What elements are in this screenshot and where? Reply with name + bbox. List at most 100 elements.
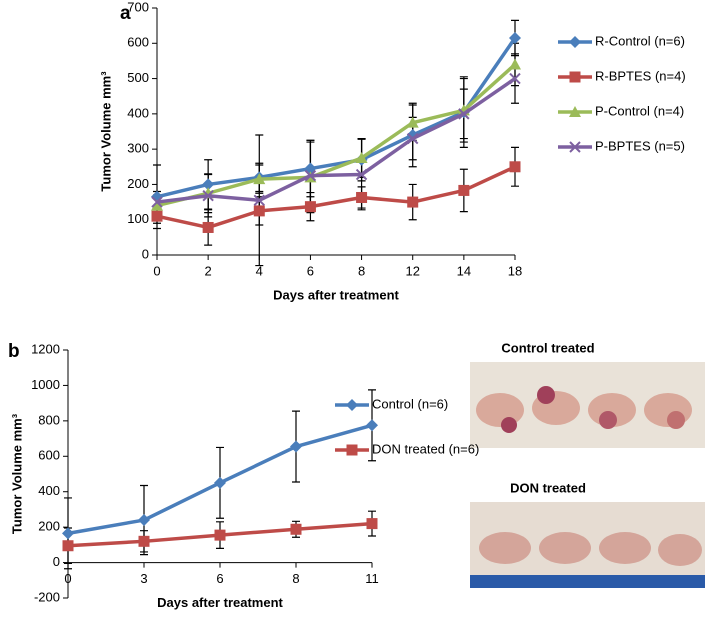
x-tick-label: 4	[256, 263, 263, 278]
marker	[569, 141, 581, 153]
marker	[202, 190, 214, 202]
marker	[253, 205, 265, 217]
legend-label: R-Control (n=6)	[595, 33, 685, 48]
marker	[253, 173, 266, 185]
x-axis-label: Days after treatment	[273, 287, 399, 302]
series-line	[156, 165, 516, 230]
mouse	[658, 534, 702, 566]
y-tick-label: 100	[127, 211, 149, 226]
legend-label: DON treated (n=6)	[372, 441, 479, 456]
marker	[569, 36, 581, 48]
mouse	[599, 532, 651, 564]
y-axis-label: Tumor Volume mm³	[9, 413, 24, 534]
marker	[366, 518, 378, 530]
marker	[458, 108, 470, 120]
marker	[366, 419, 378, 432]
y-tick-label: 0	[142, 246, 149, 261]
marker	[355, 168, 368, 181]
y-tick-label: 500	[127, 70, 149, 85]
y-tick-label: 700	[127, 0, 149, 14]
y-tick-label: 800	[38, 412, 60, 427]
marker	[214, 476, 226, 489]
x-tick-label: 6	[216, 571, 223, 586]
marker	[62, 540, 74, 552]
x-tick-label: 2	[205, 263, 212, 278]
x-tick-label: 6	[307, 263, 314, 278]
x-tick-label: 0	[64, 571, 71, 586]
marker	[346, 399, 358, 411]
x-tick-label: 8	[292, 571, 299, 586]
panel-label: a	[120, 3, 131, 24]
y-tick-label: 1200	[31, 341, 60, 356]
marker	[407, 132, 419, 145]
marker	[202, 221, 214, 233]
y-tick-label: 200	[127, 176, 149, 191]
marker	[569, 106, 581, 117]
legend-label: R-BPTES (n=4)	[595, 68, 686, 83]
y-tick-label: 300	[127, 141, 149, 156]
series-line	[156, 63, 517, 208]
marker	[202, 178, 215, 191]
photo-control: Control treated	[470, 340, 705, 448]
y-tick-label: 600	[127, 35, 149, 50]
mouse	[539, 532, 591, 564]
y-tick-label: 1000	[31, 377, 60, 392]
x-tick-label: 8	[358, 263, 365, 278]
marker	[569, 71, 581, 83]
marker	[304, 201, 316, 213]
mouse	[476, 393, 524, 427]
x-tick-label: 12	[405, 263, 419, 278]
chart: a 0 100 200 300 400 500 600 700 0 2 4 6 8 12 14 18 Days a…	[98, 0, 685, 302]
photo-don: DON treated	[470, 480, 705, 588]
marker	[356, 191, 368, 203]
tumor	[537, 386, 555, 404]
marker	[253, 194, 265, 207]
marker	[406, 116, 419, 128]
marker	[138, 514, 150, 527]
x-tick-label: 0	[153, 263, 160, 278]
marker	[509, 31, 521, 44]
y-tick-label: 400	[38, 483, 60, 498]
marker	[214, 529, 226, 541]
series-line	[156, 36, 517, 199]
marker	[151, 196, 163, 208]
marker	[346, 444, 358, 456]
marker	[304, 169, 317, 182]
y-tick-label: 600	[38, 448, 60, 463]
legend-label: P-Control (n=4)	[595, 103, 684, 118]
y-tick-label: 400	[127, 105, 149, 120]
tumor	[667, 411, 685, 429]
y-tick-label: 0	[53, 554, 60, 569]
marker	[138, 535, 150, 547]
tumor	[501, 417, 517, 433]
photo-caption: DON treated	[510, 480, 586, 495]
marker	[151, 199, 163, 211]
x-tick-label: 11	[365, 571, 379, 586]
x-axis-label: Days after treatment	[157, 595, 283, 610]
photo-caption: Control treated	[501, 340, 594, 355]
panel-label: b	[8, 341, 20, 362]
tumor	[599, 411, 617, 429]
y-tick-label: -200	[34, 589, 60, 604]
marker	[407, 196, 419, 208]
chart: b -200 0 200 400 600 800 1000 1200 0 3 6 8 11 Days aft…	[8, 341, 479, 610]
marker	[509, 72, 521, 85]
legend-label: Control (n=6)	[372, 396, 448, 411]
x-tick-label: 3	[140, 571, 147, 586]
series-line	[156, 77, 516, 204]
x-tick-label: 14	[457, 263, 471, 278]
mouse	[479, 532, 531, 564]
marker	[151, 210, 163, 222]
marker	[62, 527, 74, 540]
marker	[290, 440, 302, 453]
marker	[509, 58, 521, 70]
y-axis-label: Tumor Volume mm³	[98, 71, 113, 192]
pad	[470, 575, 705, 588]
legend-label: P-BPTES (n=5)	[595, 138, 685, 153]
marker	[290, 523, 302, 535]
marker	[355, 151, 368, 163]
x-tick-label: 18	[508, 263, 522, 278]
marker	[458, 184, 470, 196]
y-tick-label: 200	[38, 519, 60, 534]
